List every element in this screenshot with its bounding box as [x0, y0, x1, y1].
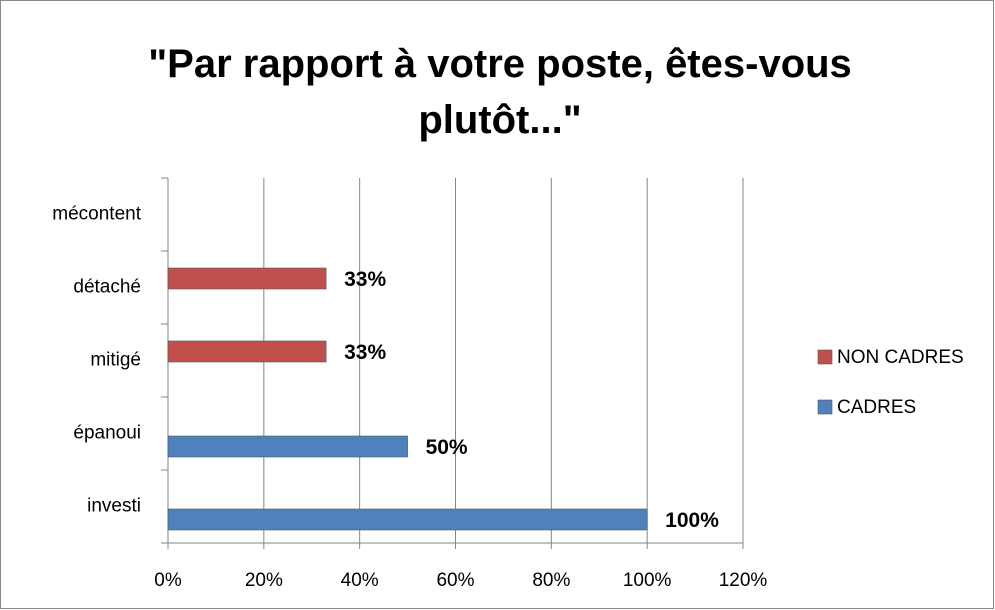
- y-tick-label: investi: [87, 496, 141, 517]
- legend-label: CADRES: [837, 397, 916, 418]
- y-tick-label: détaché: [73, 277, 141, 298]
- data-label: 50%: [426, 436, 468, 459]
- bar: [167, 340, 327, 363]
- bar: [167, 435, 408, 458]
- y-tick-label: épanoui: [73, 423, 141, 444]
- chart-title: "Par rapport à votre poste, êtes-vous pl…: [148, 42, 852, 142]
- x-tick-label: 120%: [719, 570, 768, 591]
- x-tick-label: 60%: [436, 570, 474, 591]
- x-tick-label: 100%: [623, 570, 672, 591]
- y-tick-label: mécontent: [52, 204, 141, 225]
- legend-swatch: [817, 399, 833, 415]
- bar: [167, 508, 648, 531]
- legend-label: NON CADRES: [837, 347, 964, 368]
- x-tick-label: 20%: [245, 570, 283, 591]
- legend-swatch: [817, 349, 833, 365]
- x-tick-label: 40%: [341, 570, 379, 591]
- y-tick-label: mitigé: [90, 350, 141, 371]
- data-label: 33%: [344, 341, 386, 364]
- data-label: 33%: [344, 268, 386, 291]
- data-label: 100%: [665, 509, 719, 532]
- bar: [167, 267, 327, 290]
- x-tick-label: 0%: [154, 570, 182, 591]
- x-tick-label: 80%: [532, 570, 570, 591]
